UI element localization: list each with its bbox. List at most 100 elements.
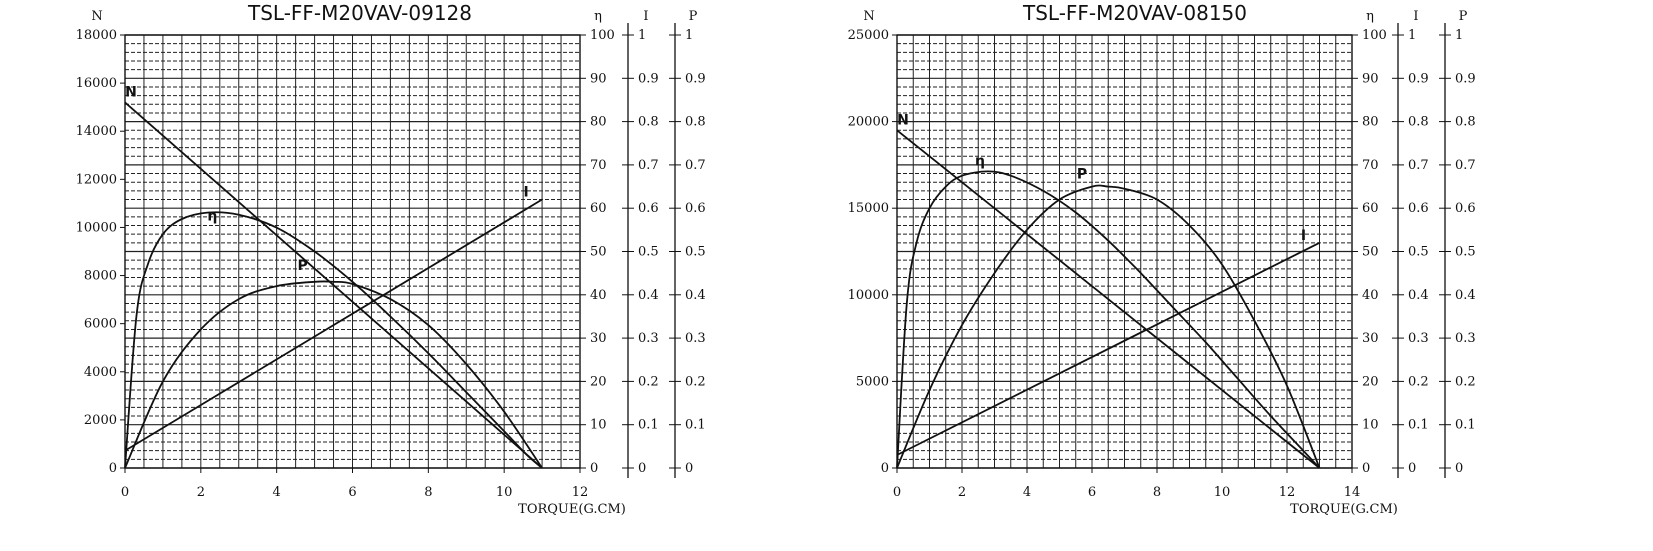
series-label-p: P: [1077, 167, 1087, 183]
right-tick-label: 100: [590, 28, 615, 43]
y-tick-label: 0: [881, 461, 889, 476]
x-axis-label: TORQUE(G.CM): [518, 502, 626, 517]
right-tick-label: 0.5: [638, 245, 659, 260]
y-tick-label: 14000: [76, 124, 117, 139]
y-tick-label: 12000: [76, 172, 117, 187]
series-line-n: [896, 129, 1321, 469]
right-tick-label: 0: [1455, 461, 1463, 476]
series-label-n: N: [897, 112, 909, 128]
right-tick-label: 0.3: [1455, 331, 1476, 346]
right-tick-label: 1: [685, 28, 693, 43]
grid: [896, 34, 1353, 469]
right-tick-label: 0.7: [1408, 158, 1429, 173]
y-tick-label: 20000: [848, 115, 889, 130]
right-tick-label: 0.4: [685, 288, 706, 303]
y-tick-label: 15000: [848, 201, 889, 216]
grid: [124, 34, 581, 469]
chart-title: TSL-FF-M20VAV-08150: [1022, 1, 1247, 25]
right-tick-label: 0.4: [1455, 288, 1476, 303]
y-tick-label: 2000: [84, 413, 117, 428]
axis-symbol-i: I: [643, 9, 648, 24]
y-tick-label: 0: [109, 461, 117, 476]
x-tick-label: 2: [958, 485, 966, 500]
right-tick-label: 20: [590, 374, 607, 389]
y-tick-label: 6000: [84, 317, 117, 332]
series-line-eta: [124, 211, 543, 469]
right-tick-label: 0.2: [685, 374, 706, 389]
x-tick-label: 0: [893, 485, 901, 500]
right-tick-label: 70: [1362, 158, 1379, 173]
right-tick-label: 0.8: [1455, 115, 1476, 130]
x-tick-label: 6: [1088, 485, 1096, 500]
right-tick-label: 10: [590, 418, 607, 433]
chart-title: TSL-FF-M20VAV-09128: [247, 1, 472, 25]
right-tick-label: 0.4: [638, 288, 659, 303]
x-tick-label: 4: [1023, 485, 1031, 500]
series-label-i: I: [1301, 228, 1306, 244]
right-tick-label: 0: [590, 461, 598, 476]
right-tick-label: 0.9: [685, 71, 706, 86]
right-tick-label: 60: [590, 201, 607, 216]
right-tick-label: 90: [590, 71, 607, 86]
y-tick-label: 10000: [848, 288, 889, 303]
series-line-i: [124, 198, 543, 452]
right-tick-label: 0.1: [685, 418, 706, 433]
right-tick-label: 80: [1362, 115, 1379, 130]
axis-symbol-n: N: [91, 9, 102, 24]
right-tick-label: 0: [1408, 461, 1416, 476]
x-tick-label: 6: [348, 485, 356, 500]
right-tick-label: 0.1: [1455, 418, 1476, 433]
right-tick-label: 0.5: [1408, 245, 1429, 260]
right-tick-label: 0.6: [685, 201, 706, 216]
series-label-i: I: [523, 185, 528, 201]
right-tick-label: 50: [1362, 245, 1379, 260]
right-tick-label: 20: [1362, 374, 1379, 389]
y-tick-label: 25000: [848, 28, 889, 43]
right-tick-label: 40: [1362, 288, 1379, 303]
right-tick-label: 0.9: [1455, 71, 1476, 86]
series-line-p: [124, 280, 543, 469]
series-label-eta: η: [975, 153, 985, 169]
y-tick-label: 4000: [84, 365, 117, 380]
axis-symbol-n: N: [863, 9, 874, 24]
axis-symbol-p: P: [1459, 9, 1468, 24]
axis-symbol-p: P: [689, 9, 698, 24]
right-tick-label: 0: [685, 461, 693, 476]
right-tick-label: 0: [1362, 461, 1370, 476]
right-tick-label: 30: [1362, 331, 1379, 346]
right-tick-label: 0.9: [1408, 71, 1429, 86]
right-tick-label: 1: [638, 28, 646, 43]
right-tick-label: 80: [590, 115, 607, 130]
y-tick-label: 10000: [76, 220, 117, 235]
right-tick-label: 0.9: [638, 71, 659, 86]
right-tick-label: 0.2: [638, 374, 659, 389]
series-line-p: [896, 184, 1321, 469]
right-tick-label: 30: [590, 331, 607, 346]
x-tick-label: 2: [197, 485, 205, 500]
right-tick-label: 0.7: [1455, 158, 1476, 173]
right-tick-label: 0.6: [1455, 201, 1476, 216]
x-tick-label: 8: [1153, 485, 1161, 500]
x-tick-label: 8: [424, 485, 432, 500]
right-tick-label: 0.4: [1408, 288, 1429, 303]
right-tick-label: 0.6: [1408, 201, 1429, 216]
series-line-n: [124, 101, 543, 469]
y-tick-label: 5000: [856, 374, 889, 389]
right-tick-label: 10: [1362, 418, 1379, 433]
right-tick-label: 0.6: [638, 201, 659, 216]
right-tick-label: 70: [590, 158, 607, 173]
x-axis-label: TORQUE(G.CM): [1290, 502, 1398, 517]
right-tick-label: 0.8: [685, 115, 706, 130]
x-tick-label: 10: [496, 485, 513, 500]
y-tick-label: 8000: [84, 269, 117, 284]
series-line-eta: [896, 170, 1321, 469]
right-tick-label: 90: [1362, 71, 1379, 86]
right-tick-label: 0.1: [638, 418, 659, 433]
series-label-p: P: [297, 258, 307, 274]
x-tick-label: 12: [572, 485, 589, 500]
right-tick-label: 40: [590, 288, 607, 303]
right-tick-label: 0.7: [685, 158, 706, 173]
x-tick-label: 12: [1279, 485, 1296, 500]
